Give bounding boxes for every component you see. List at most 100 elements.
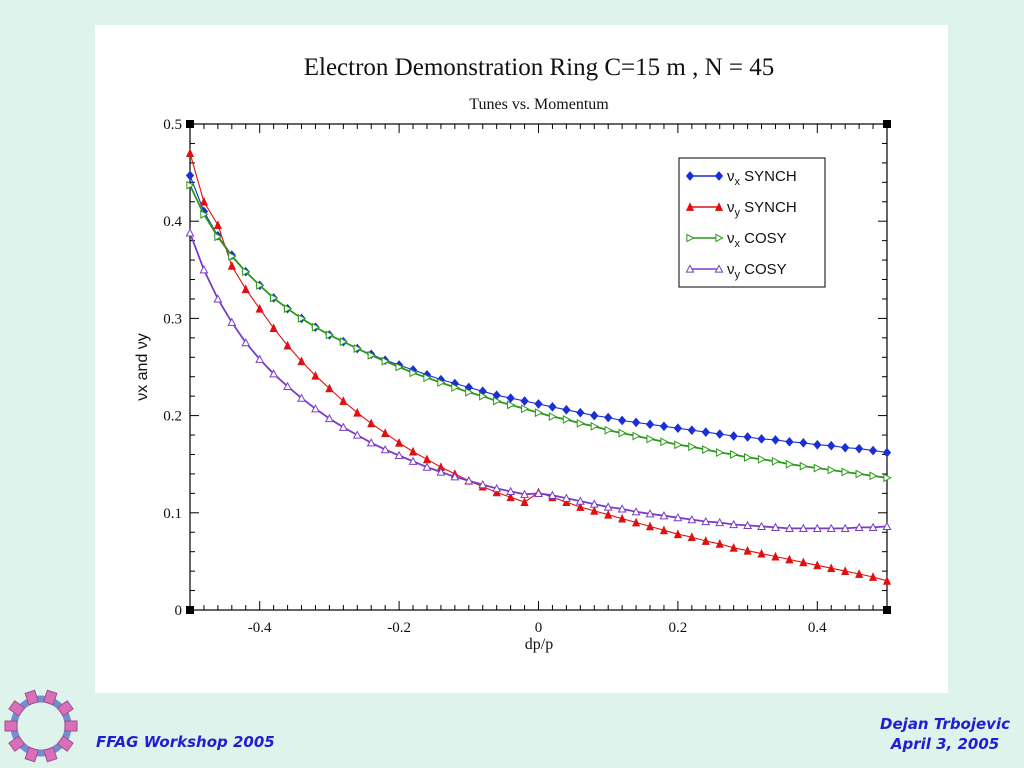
data-point	[408, 456, 418, 465]
data-point	[674, 440, 683, 450]
data-point	[367, 350, 376, 360]
data-point	[590, 410, 599, 421]
data-point	[645, 509, 655, 518]
data-point	[548, 490, 557, 499]
magnet	[8, 735, 26, 752]
data-point	[520, 404, 530, 414]
data-point	[618, 428, 627, 438]
footer-credits: Dejan Trbojevic April 3, 2005	[880, 714, 1010, 754]
magnet	[24, 689, 39, 706]
magnet	[4, 720, 18, 732]
data-point	[785, 554, 794, 564]
data-point	[185, 170, 195, 181]
data-point	[241, 338, 251, 347]
chart-svg: Electron Demonstration Ring C=15 m , N =…	[134, 54, 892, 653]
data-point	[520, 489, 529, 498]
data-point	[841, 442, 850, 453]
data-point	[451, 382, 460, 392]
x-tick-label: 0	[535, 620, 543, 636]
data-point	[325, 383, 334, 393]
data-point	[826, 523, 836, 532]
data-point	[785, 437, 794, 447]
legend-entry: νx COSY	[727, 230, 787, 250]
data-point	[185, 148, 195, 158]
data-point	[813, 463, 822, 473]
data-point	[687, 425, 696, 435]
data-point	[408, 446, 418, 456]
magnet	[24, 746, 39, 763]
data-point	[562, 404, 571, 415]
data-point	[687, 514, 697, 524]
data-point	[631, 417, 641, 428]
data-point	[227, 317, 237, 326]
data-point	[227, 261, 236, 270]
data-point	[757, 521, 766, 531]
data-point	[506, 393, 515, 403]
data-point	[659, 421, 669, 432]
data-point	[283, 340, 292, 350]
data-point	[590, 506, 599, 515]
data-point	[366, 438, 376, 447]
y-tick-label: 0.3	[163, 311, 182, 327]
data-point	[771, 435, 780, 445]
data-point	[603, 502, 613, 511]
data-point	[185, 228, 195, 237]
data-point	[395, 362, 404, 372]
data-point	[771, 551, 780, 561]
data-point	[659, 525, 669, 535]
data-point	[715, 539, 724, 548]
data-point	[465, 387, 474, 397]
data-point	[506, 486, 516, 496]
data-point	[242, 267, 251, 277]
data-point	[869, 471, 878, 481]
data-point	[799, 461, 809, 471]
data-point	[283, 304, 293, 314]
data-point	[520, 396, 529, 406]
data-point	[255, 354, 265, 363]
data-point	[297, 356, 306, 366]
data-point	[882, 447, 892, 458]
y-axis-label-text: νx and νy	[134, 333, 151, 401]
x-tick-label: -0.2	[387, 620, 411, 636]
data-point	[604, 425, 613, 435]
data-point	[882, 521, 892, 531]
data-point	[799, 557, 808, 567]
x-axis-label: dp/p	[525, 636, 553, 653]
data-point	[479, 391, 488, 401]
data-point	[855, 569, 864, 578]
data-point	[743, 520, 753, 530]
magnet	[56, 735, 74, 752]
data-point	[841, 566, 850, 576]
x-tick-label: 0.2	[669, 620, 688, 636]
data-point	[618, 513, 627, 523]
data-point	[646, 434, 655, 444]
x-tick-label: -0.4	[248, 620, 272, 636]
data-point	[673, 513, 683, 522]
data-point	[493, 396, 502, 406]
data-point	[534, 408, 544, 418]
data-point	[771, 456, 781, 466]
data-point	[729, 431, 738, 441]
magnet	[64, 720, 78, 732]
data-point	[784, 523, 794, 532]
series-3	[185, 228, 892, 532]
data-point	[882, 576, 892, 585]
legend-swatch-marker	[685, 171, 695, 181]
legend-entry: νy SYNCH	[727, 199, 797, 219]
data-point	[854, 522, 864, 531]
magnet	[8, 700, 26, 717]
data-point	[255, 303, 264, 313]
data-point	[561, 493, 571, 502]
data-point	[269, 323, 278, 333]
data-point	[311, 322, 321, 332]
data-point	[687, 532, 696, 542]
data-point	[701, 516, 711, 526]
data-point	[256, 280, 265, 290]
data-point	[576, 502, 585, 511]
data-point	[799, 438, 808, 448]
data-point	[744, 452, 753, 462]
data-point	[590, 421, 599, 431]
data-point	[757, 454, 767, 464]
data-point	[715, 517, 725, 527]
data-point	[297, 313, 307, 323]
